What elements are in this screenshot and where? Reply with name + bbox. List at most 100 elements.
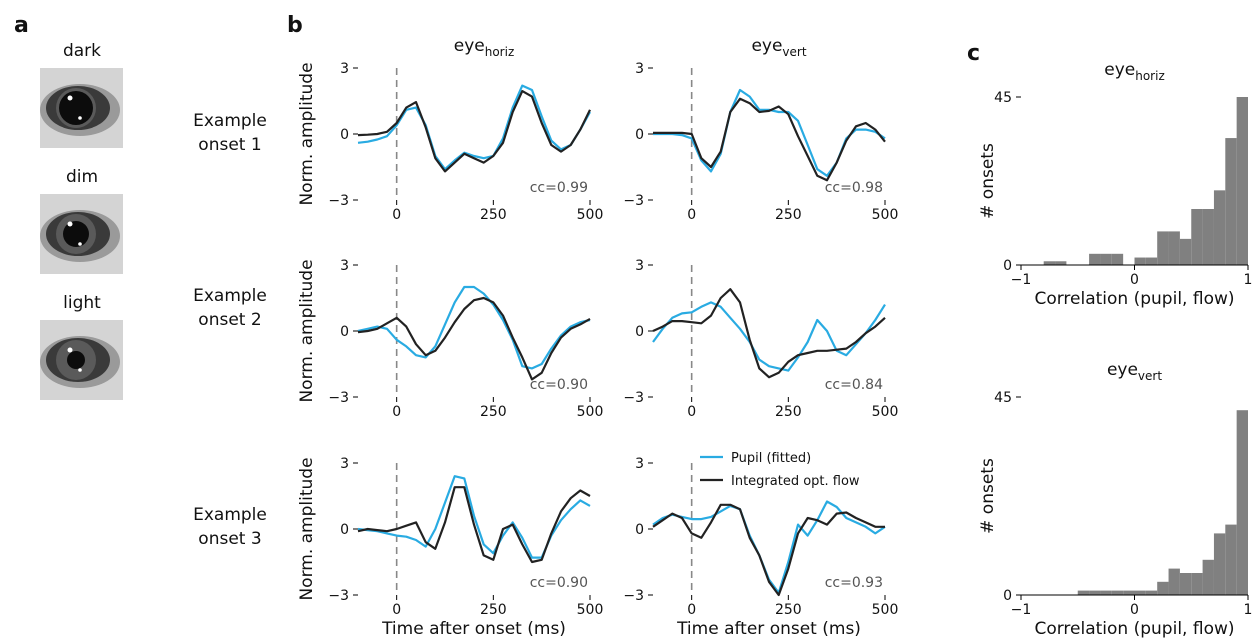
x-tick-label: −1 xyxy=(1011,272,1032,288)
histogram-bar xyxy=(1043,261,1056,265)
histogram-bar xyxy=(1145,257,1158,265)
y-tick-label: −3 xyxy=(328,390,349,406)
x-axis-label: Time after onset (ms) xyxy=(676,619,861,639)
eye-image xyxy=(40,320,123,400)
y-tick-label: 3 xyxy=(340,258,349,274)
x-axis-label: Correlation (pupil, flow) xyxy=(1034,619,1234,639)
series-line xyxy=(652,503,885,597)
image-label: dark xyxy=(63,41,101,61)
y-tick-label: 0 xyxy=(635,324,644,340)
histogram-bar xyxy=(1213,190,1226,265)
x-tick-label: 250 xyxy=(480,404,507,420)
histogram-bar xyxy=(1179,238,1192,265)
title-subscript: horiz xyxy=(485,45,515,59)
y-axis-label: # onsets xyxy=(978,458,998,534)
title-subscript: vert xyxy=(782,45,806,59)
y-tick-label: 3 xyxy=(340,456,349,472)
x-tick-label: 500 xyxy=(872,207,899,223)
series-line xyxy=(357,296,591,381)
series-line xyxy=(357,285,591,370)
row-label: onset 2 xyxy=(198,310,261,330)
y-axis-label: Norm. amplitude xyxy=(297,62,317,205)
y-tick-label: 0 xyxy=(340,522,349,538)
panel-label: a xyxy=(14,13,29,38)
y-tick-label: 0 xyxy=(635,127,644,143)
y-tick-label: 45 xyxy=(994,390,1012,406)
x-tick-label: 0 xyxy=(392,207,401,223)
title-main: eye xyxy=(454,36,485,56)
title-main: eye xyxy=(751,36,782,56)
x-tick-label: 1 xyxy=(1244,602,1253,618)
x-tick-label: 500 xyxy=(872,404,899,420)
title-main: eye xyxy=(1104,60,1135,80)
histogram-bar xyxy=(1100,253,1112,265)
histogram-bar xyxy=(1111,590,1124,595)
histogram-bar xyxy=(1213,533,1226,595)
y-tick-label: 45 xyxy=(994,90,1012,106)
histogram-bar xyxy=(1089,590,1101,595)
x-tick-label: 0 xyxy=(687,602,696,618)
series-line xyxy=(357,84,591,171)
x-tick-label: 0 xyxy=(1130,272,1139,288)
x-tick-label: 0 xyxy=(687,207,696,223)
row-label: Example xyxy=(193,111,267,131)
histogram-bar xyxy=(1179,573,1192,595)
annotation: cc=0.99 xyxy=(530,180,588,196)
y-tick-label: 0 xyxy=(635,522,644,538)
x-tick-label: 0 xyxy=(687,404,696,420)
annotation: cc=0.90 xyxy=(530,575,588,591)
y-tick-label: 0 xyxy=(340,324,349,340)
histogram-bar xyxy=(1202,209,1214,265)
x-tick-label: 500 xyxy=(872,602,899,618)
histogram-bar xyxy=(1077,590,1090,595)
glint xyxy=(67,95,73,101)
x-tick-label: 250 xyxy=(480,207,507,223)
y-tick-label: 3 xyxy=(340,61,349,77)
x-tick-label: 1 xyxy=(1244,272,1253,288)
glint xyxy=(67,221,73,227)
y-tick-label: 3 xyxy=(635,61,644,77)
x-axis-label: Time after onset (ms) xyxy=(381,619,566,639)
image-label: dim xyxy=(66,167,98,187)
x-tick-label: −1 xyxy=(1011,602,1032,618)
histogram-bar xyxy=(1055,261,1067,265)
histogram-bar xyxy=(1100,590,1112,595)
annotation: cc=0.98 xyxy=(825,180,883,196)
glint xyxy=(67,347,73,353)
glint xyxy=(78,116,82,120)
pupil xyxy=(63,221,89,247)
annotation: cc=0.84 xyxy=(825,377,883,393)
glint xyxy=(78,242,82,246)
pupil xyxy=(67,351,85,369)
y-tick-label: −3 xyxy=(623,193,644,209)
y-tick-label: 0 xyxy=(1003,258,1012,274)
series-line xyxy=(652,288,886,379)
series-line xyxy=(357,90,591,173)
histogram-bar xyxy=(1145,590,1158,595)
panel-label: b xyxy=(287,13,303,38)
histogram-bar xyxy=(1134,257,1146,265)
x-axis-label: Correlation (pupil, flow) xyxy=(1034,289,1234,309)
title-main: eye xyxy=(1107,360,1138,380)
row-label: onset 1 xyxy=(198,135,261,155)
histogram-bar xyxy=(1236,97,1248,265)
chart-title: eyevert xyxy=(1107,360,1162,383)
y-tick-label: 0 xyxy=(1003,588,1012,604)
x-tick-label: 250 xyxy=(480,602,507,618)
histogram-bar xyxy=(1191,573,1203,595)
pupil xyxy=(59,91,93,125)
histogram-bar xyxy=(1157,581,1169,595)
histogram-bar xyxy=(1236,410,1248,595)
histogram-bar xyxy=(1111,253,1124,265)
histogram-bar xyxy=(1225,138,1237,265)
series-line xyxy=(357,475,591,559)
series-line xyxy=(653,97,886,182)
x-tick-label: 250 xyxy=(775,602,802,618)
histogram-bar xyxy=(1168,231,1180,265)
histogram-bar xyxy=(1134,590,1146,595)
image-label: light xyxy=(63,293,101,313)
y-tick-label: 0 xyxy=(340,127,349,143)
eye-image xyxy=(40,68,123,148)
y-tick-label: −3 xyxy=(623,588,644,604)
histogram-bar xyxy=(1089,253,1101,265)
